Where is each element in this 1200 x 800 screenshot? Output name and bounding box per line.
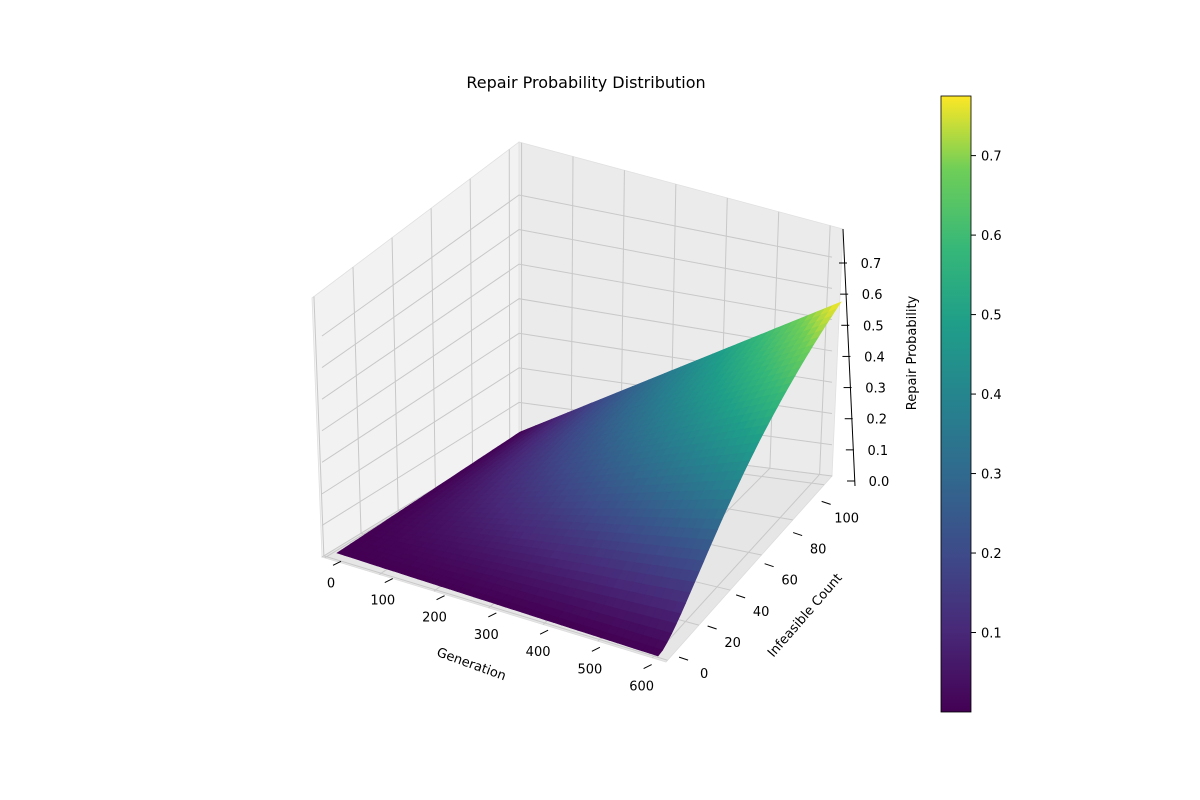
y-tick xyxy=(735,594,746,599)
grid-line-y-wall xyxy=(469,178,474,466)
z-tick-label: 0.6 xyxy=(862,288,883,303)
colorbar xyxy=(940,95,972,713)
x-tick-label: 500 xyxy=(577,662,602,677)
x-tick xyxy=(436,595,445,601)
grid-line-y-wall xyxy=(391,237,399,511)
x-axis-label: Generation xyxy=(435,645,508,684)
y-tick-label: 0 xyxy=(700,667,708,682)
y-tick xyxy=(707,625,717,630)
y-axis-label: Infeasible Count xyxy=(765,571,846,661)
colorbar-tick-label: 0.5 xyxy=(981,309,1002,324)
z-axis-line xyxy=(842,228,856,487)
x-tick-label: 400 xyxy=(526,645,551,660)
z-tick-label: 0.5 xyxy=(863,319,884,334)
x-tick xyxy=(643,664,652,670)
y-tick-label: 100 xyxy=(834,511,859,526)
colorbar-tick-label: 0.3 xyxy=(981,468,1002,483)
surface-patch xyxy=(649,647,664,657)
colorbar-tick-label: 0.1 xyxy=(981,627,1002,642)
x-tick-label: 100 xyxy=(370,594,395,609)
y-tick xyxy=(678,656,689,661)
y-tick-label: 80 xyxy=(810,543,827,558)
grid-line-y-wall xyxy=(313,296,325,556)
y-tick-label: 40 xyxy=(753,605,770,620)
z-tick-label: 0.1 xyxy=(868,444,889,459)
z-tick-label: 0.4 xyxy=(864,350,885,365)
y-tick xyxy=(821,500,831,505)
y-tick-label: 20 xyxy=(724,636,741,651)
x-tick xyxy=(591,646,601,652)
x-tick-label: 600 xyxy=(629,680,654,695)
x-tick-label: 300 xyxy=(474,628,499,643)
z-tick-label: 0.2 xyxy=(866,413,887,428)
colorbar-tick-label: 0.7 xyxy=(981,150,1002,165)
grid-line-x-wall xyxy=(570,156,574,444)
grid-line-z xyxy=(321,194,833,337)
x-tick xyxy=(488,612,497,618)
grid-line-z xyxy=(321,298,833,432)
grid-line-x xyxy=(651,474,820,659)
x-tick xyxy=(539,629,549,635)
colorbar-tick-label: 0.2 xyxy=(981,547,1002,562)
grid-line-y-wall xyxy=(352,267,362,534)
x-tick xyxy=(384,578,394,583)
z-tick-label: 0.0 xyxy=(869,475,890,490)
colorbar-tick-label: 0.6 xyxy=(981,229,1002,244)
colorbar-ticks: 0.1 0.2 0.3 0.4 0.5 0.6 0.7 xyxy=(971,150,1002,642)
surface xyxy=(336,301,842,657)
grid-line-y xyxy=(323,555,668,661)
chart-title: Repair Probability Distribution xyxy=(466,73,705,92)
grid-line-z xyxy=(321,263,833,400)
x-tick-label: 0 xyxy=(327,576,335,591)
z-tick-label: 0.3 xyxy=(865,382,886,397)
z-tick-label: 0.7 xyxy=(861,257,882,272)
colorbar-tick-label: 0.4 xyxy=(981,388,1002,403)
grid-line-z xyxy=(321,229,833,369)
z-axis-label: Repair Probability xyxy=(905,295,920,410)
y-tick-label: 60 xyxy=(781,574,798,589)
y-tick xyxy=(764,563,774,568)
grid-line-y-wall xyxy=(430,208,436,488)
x-tick-label: 200 xyxy=(422,611,447,626)
axes: 0 100 200 300 400 500 600 0 20 40 60 80 100 0.0 0.1 0.2… xyxy=(327,228,890,695)
y-tick xyxy=(792,532,803,537)
x-tick xyxy=(332,560,342,566)
